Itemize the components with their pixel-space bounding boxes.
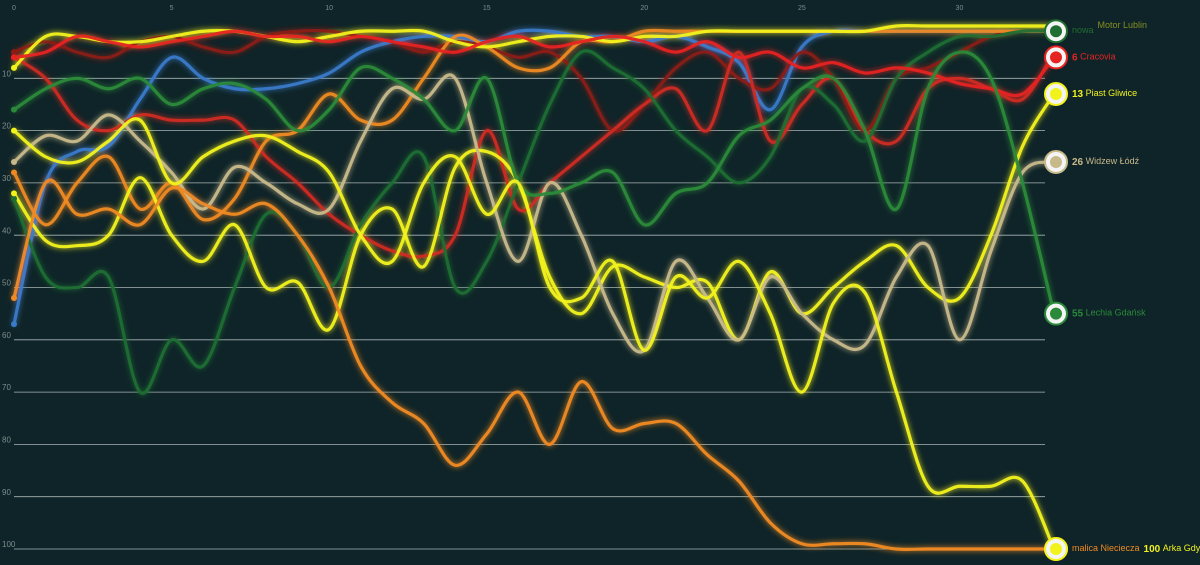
y-tick-label: 10 xyxy=(2,69,11,78)
y-tick-label: 90 xyxy=(2,488,11,497)
team-name: malica Nieciecza xyxy=(1072,543,1140,553)
x-tick-label: 20 xyxy=(640,5,648,12)
team-badge-inner xyxy=(1050,25,1062,38)
end-label: nowa xyxy=(1072,26,1094,36)
series-line xyxy=(12,50,1056,316)
rank-label: 13 xyxy=(1072,89,1084,100)
rank-label: 6 xyxy=(1072,52,1078,63)
x-tick-label: 30 xyxy=(956,5,964,12)
x-tick-label: 15 xyxy=(483,5,491,12)
y-tick-label: 20 xyxy=(2,122,11,131)
end-label: 6 Cracovia xyxy=(1072,52,1116,63)
team-name: Motor Lublin xyxy=(1098,20,1148,30)
y-tick-label: 100 xyxy=(2,540,16,549)
end-label: 26 Widzew Łódź xyxy=(1072,156,1140,167)
series-line xyxy=(12,117,1056,551)
y-tick-label: 40 xyxy=(2,226,11,235)
start-dot xyxy=(11,54,17,61)
team-name: Lechia Gdańsk xyxy=(1086,308,1147,318)
team-badge-inner xyxy=(1050,543,1062,555)
series-line xyxy=(12,178,1056,551)
series-line xyxy=(12,28,1056,227)
end-label: malica Nieciecza xyxy=(1072,543,1140,553)
x-tick-label: 0 xyxy=(12,5,16,12)
series-line xyxy=(12,29,1056,98)
y-tick-label: 50 xyxy=(2,279,11,288)
team-name: nowa xyxy=(1072,26,1094,36)
team-name: Cracovia xyxy=(1080,52,1116,62)
start-dot xyxy=(11,294,17,301)
team-badge-inner xyxy=(1050,155,1062,168)
y-tick-label: 30 xyxy=(2,174,11,183)
start-dot xyxy=(11,64,17,71)
lines xyxy=(12,24,1056,551)
team-name: Widzew Łódź xyxy=(1086,156,1140,166)
rank-label: 55 xyxy=(1072,308,1084,319)
team-badge-inner xyxy=(1050,307,1062,320)
start-dot xyxy=(11,106,17,113)
x-tick-label: 25 xyxy=(798,5,806,12)
end-label: 55 Lechia Gdańsk xyxy=(1072,308,1146,319)
start-dot xyxy=(11,158,17,165)
team-badge-inner xyxy=(1050,51,1062,64)
end-label: 100 Arka Gdynia xyxy=(1144,543,1200,554)
end-label: Motor Lublin xyxy=(1098,20,1148,30)
team-badge-inner xyxy=(1050,87,1062,100)
end-label: 13 Piast Gliwice xyxy=(1072,88,1137,99)
start-dot xyxy=(11,127,17,134)
start-dot xyxy=(11,195,17,202)
x-tick-label: 10 xyxy=(325,5,333,12)
series-line xyxy=(12,24,1056,70)
y-tick-label: 70 xyxy=(2,383,11,392)
start-dot xyxy=(11,169,17,176)
start-dot xyxy=(11,49,17,56)
x-tick-label: 5 xyxy=(170,5,174,12)
rank-label: 100 xyxy=(1144,544,1161,555)
series-line xyxy=(12,29,1056,395)
series-line xyxy=(12,73,1056,354)
series-line xyxy=(12,28,1056,133)
start-dot xyxy=(11,321,17,328)
y-tick-label: 80 xyxy=(2,436,11,445)
start-dot xyxy=(11,190,17,197)
team-name: Arka Gdynia xyxy=(1163,543,1200,553)
team-name: Piast Gliwice xyxy=(1086,88,1138,98)
rank-label: 26 xyxy=(1072,157,1084,168)
y-tick-label: 60 xyxy=(2,331,11,340)
